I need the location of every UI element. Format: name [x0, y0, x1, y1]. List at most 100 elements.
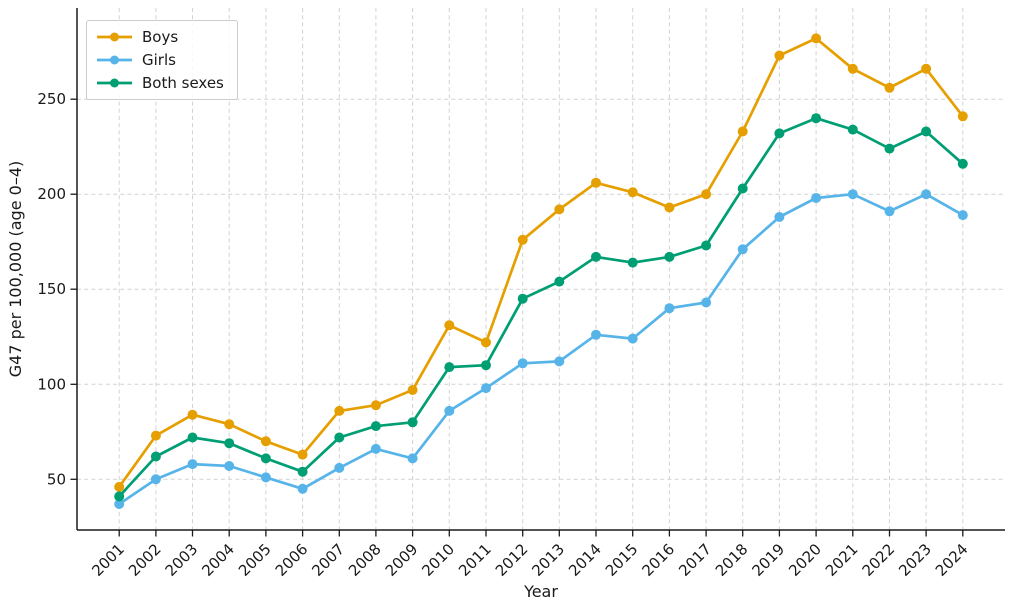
data-point-2017	[701, 189, 712, 200]
data-point-2023	[921, 189, 932, 200]
x-tick-label: 2003	[162, 540, 202, 580]
x-tick-label: 2006	[272, 540, 312, 580]
legend-label: Boys	[142, 28, 179, 46]
x-tick-label: 2004	[198, 540, 238, 580]
data-point-2014	[591, 251, 601, 262]
data-point-2021	[847, 124, 858, 135]
data-point-2011	[481, 383, 491, 394]
x-tick-label: 2012	[492, 540, 532, 580]
data-point-2024	[957, 158, 968, 169]
legend-dot-icon	[110, 78, 119, 88]
data-point-2008	[370, 400, 381, 411]
data-point-2001	[114, 499, 125, 509]
data-point-2003	[187, 432, 198, 443]
x-tick-label: 2007	[308, 540, 348, 580]
legend-dot-icon	[110, 55, 119, 65]
x-tick-label: 2010	[418, 540, 458, 580]
legend-item-both-sexes: Both sexes	[96, 74, 224, 92]
y-axis-label: G47 per 100,000 (age 0–4)	[6, 161, 25, 378]
y-tick-label: 250	[37, 90, 66, 108]
data-point-2006	[297, 466, 308, 477]
series-boys	[114, 33, 968, 492]
data-point-2009	[407, 385, 418, 395]
data-point-2001	[114, 491, 125, 502]
data-point-2015	[627, 187, 638, 198]
y-tick-label: 200	[37, 185, 66, 203]
data-point-2020	[811, 113, 822, 124]
data-point-2004	[224, 438, 235, 449]
legend-item-boys: Boys	[96, 28, 224, 46]
data-point-2010	[444, 320, 455, 331]
x-tick-label: 2020	[785, 540, 825, 580]
data-point-2024	[957, 111, 968, 122]
data-point-2016	[664, 251, 675, 262]
x-tick-label: 2011	[455, 540, 495, 580]
data-point-2002	[150, 451, 161, 462]
legend: Boys Girls Both sexes	[86, 20, 238, 100]
data-point-2011	[481, 337, 491, 348]
data-point-2022	[884, 206, 895, 217]
series-line	[117, 116, 965, 498]
x-tick-label: 2018	[712, 540, 752, 580]
data-point-2012	[517, 293, 528, 304]
legend-line-marker-icon	[97, 78, 132, 88]
x-tick-label: 2009	[382, 540, 422, 580]
x-axis-label: Year	[523, 582, 558, 601]
data-point-2022	[884, 143, 895, 154]
data-point-2018	[737, 183, 748, 194]
data-point-2001	[114, 481, 125, 492]
x-tick-label: 2022	[859, 540, 899, 580]
data-point-2006	[297, 483, 308, 494]
data-point-2022	[884, 82, 895, 93]
data-point-2004	[224, 419, 235, 430]
legend-label: Girls	[142, 51, 176, 69]
data-point-2013	[554, 204, 565, 215]
data-point-2018	[737, 244, 748, 255]
x-tick-label: 2014	[565, 540, 605, 580]
data-point-2013	[554, 356, 565, 367]
series-line	[117, 37, 965, 489]
data-point-2019	[774, 50, 785, 61]
series-layer	[114, 33, 968, 509]
data-point-2019	[774, 128, 785, 139]
data-point-2017	[701, 240, 712, 251]
legend-label: Both sexes	[142, 74, 224, 92]
data-point-2003	[187, 459, 198, 470]
data-point-2005	[260, 453, 271, 464]
data-point-2002	[150, 430, 161, 441]
series-girls	[114, 189, 968, 509]
data-point-2015	[627, 333, 638, 344]
x-tick-label: 2013	[528, 540, 568, 580]
data-point-2020	[811, 193, 822, 203]
x-tick-label: 2016	[638, 540, 678, 580]
x-tick-label: 2017	[675, 540, 715, 580]
series-line	[117, 192, 965, 506]
data-point-2023	[921, 63, 932, 74]
data-point-2020	[811, 33, 822, 44]
data-point-2013	[554, 276, 565, 287]
data-point-2016	[664, 303, 675, 314]
x-tick-label: 2002	[125, 540, 165, 580]
x-tick-label: 2021	[822, 540, 862, 580]
y-tick-label: 100	[37, 375, 66, 393]
data-point-2011	[481, 360, 491, 371]
data-point-2024	[957, 210, 968, 221]
data-point-2008	[370, 421, 381, 432]
data-point-2012	[517, 234, 528, 245]
data-point-2016	[664, 202, 675, 213]
legend-line-marker-icon	[97, 32, 132, 42]
data-point-2005	[260, 472, 271, 483]
legend-line-marker-icon	[97, 55, 132, 65]
x-tick-label: 2008	[345, 540, 385, 580]
data-point-2007	[334, 405, 345, 416]
data-point-2007	[334, 432, 345, 443]
data-point-2014	[591, 177, 601, 188]
data-point-2023	[921, 126, 932, 137]
data-point-2005	[260, 436, 271, 447]
data-point-2021	[847, 189, 858, 200]
data-point-2008	[370, 443, 381, 454]
data-point-2002	[150, 474, 161, 485]
data-point-2010	[444, 405, 455, 416]
y-tick-label: 50	[47, 470, 66, 488]
